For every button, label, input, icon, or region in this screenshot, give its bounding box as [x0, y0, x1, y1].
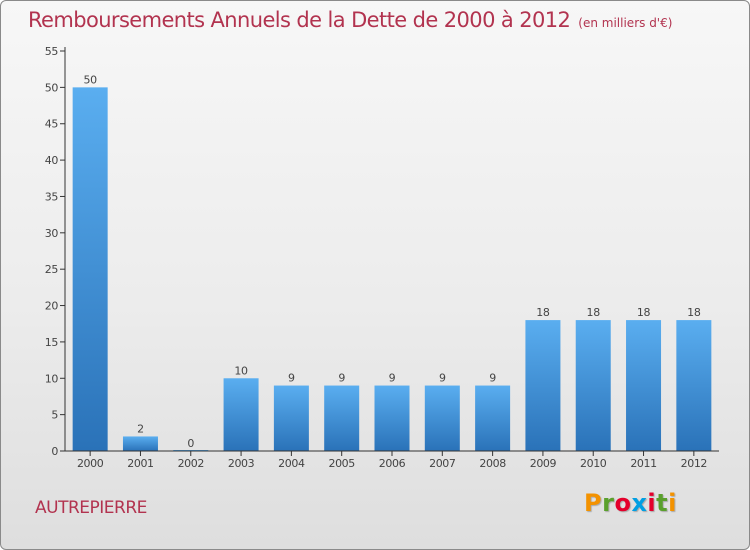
x-tick-label: 2004 — [278, 457, 305, 470]
data-label-2003: 10 — [234, 364, 248, 377]
y-tick-label: 0 — [51, 445, 58, 458]
logo-letter: P — [584, 489, 603, 517]
bar-2008 — [475, 385, 511, 451]
chart-title-text: Remboursements Annuels de la Dette de 20… — [28, 8, 571, 32]
data-label-2004: 9 — [288, 372, 295, 385]
proxiti-logo[interactable]: Proxiti — [584, 489, 677, 517]
data-label-2012: 18 — [687, 306, 701, 319]
data-label-2002: 0 — [187, 437, 194, 450]
data-label-2005: 9 — [338, 372, 345, 385]
x-tick-label: 2003 — [228, 457, 255, 470]
bar-2010 — [575, 320, 611, 451]
x-tick-label: 2010 — [580, 457, 607, 470]
x-tick-label: 2006 — [379, 457, 406, 470]
logo-letter: i — [647, 489, 657, 517]
data-label-2008: 9 — [489, 372, 496, 385]
bar-2007 — [424, 385, 460, 451]
bar-2005 — [324, 385, 360, 451]
y-tick-label: 40 — [45, 154, 59, 167]
data-label-2007: 9 — [439, 372, 446, 385]
x-tick-label: 2011 — [630, 457, 656, 470]
x-tick-label: 2002 — [178, 457, 204, 470]
bar-2003 — [223, 378, 259, 451]
y-tick-label: 30 — [45, 227, 59, 240]
x-tick-label: 2012 — [681, 457, 707, 470]
data-label-2010: 18 — [587, 306, 601, 319]
y-tick-label: 25 — [45, 263, 59, 276]
y-tick-label: 20 — [45, 300, 59, 313]
y-tick-label: 55 — [45, 45, 59, 58]
logo-letter: i — [668, 489, 677, 517]
data-label-2006: 9 — [389, 372, 396, 385]
logo-letter: o — [614, 489, 632, 517]
y-tick-label: 35 — [45, 190, 59, 203]
bar-2000 — [72, 87, 108, 451]
logo-letter: r — [602, 489, 615, 517]
y-tick-label: 10 — [45, 372, 59, 385]
logo-letter: t — [656, 489, 669, 517]
chart-unit-note: (en milliers d'€) — [578, 16, 673, 30]
x-tick-label: 2001 — [127, 457, 153, 470]
bar-2006 — [374, 385, 410, 451]
bar-2001 — [122, 436, 158, 451]
chart-title: Remboursements Annuels de la Dette de 20… — [28, 8, 672, 32]
y-tick-label: 15 — [45, 336, 59, 349]
bar-2004 — [273, 385, 309, 451]
bars-layer: 50 2 0 10 9 9 9 9 9 18 18 18 18 — [72, 73, 712, 451]
y-tick-label: 45 — [45, 118, 59, 131]
data-label-2000: 50 — [83, 73, 97, 86]
data-label-2001: 2 — [137, 422, 144, 435]
data-label-2009: 18 — [536, 306, 550, 319]
bar-2012 — [676, 320, 712, 451]
commune-name: AUTREPIERRE — [35, 498, 147, 518]
x-tick-label: 2009 — [530, 457, 557, 470]
y-tick-label: 5 — [51, 409, 58, 422]
x-tick-label: 2000 — [77, 457, 104, 470]
bar-2009 — [525, 320, 561, 451]
x-tick-label: 2008 — [479, 457, 506, 470]
bar-2011 — [626, 320, 662, 451]
x-tick-label: 2005 — [328, 457, 355, 470]
logo-letter: x — [631, 489, 648, 517]
data-label-2011: 18 — [637, 306, 651, 319]
x-tick-label: 2007 — [429, 457, 456, 470]
y-tick-label: 50 — [45, 81, 59, 94]
